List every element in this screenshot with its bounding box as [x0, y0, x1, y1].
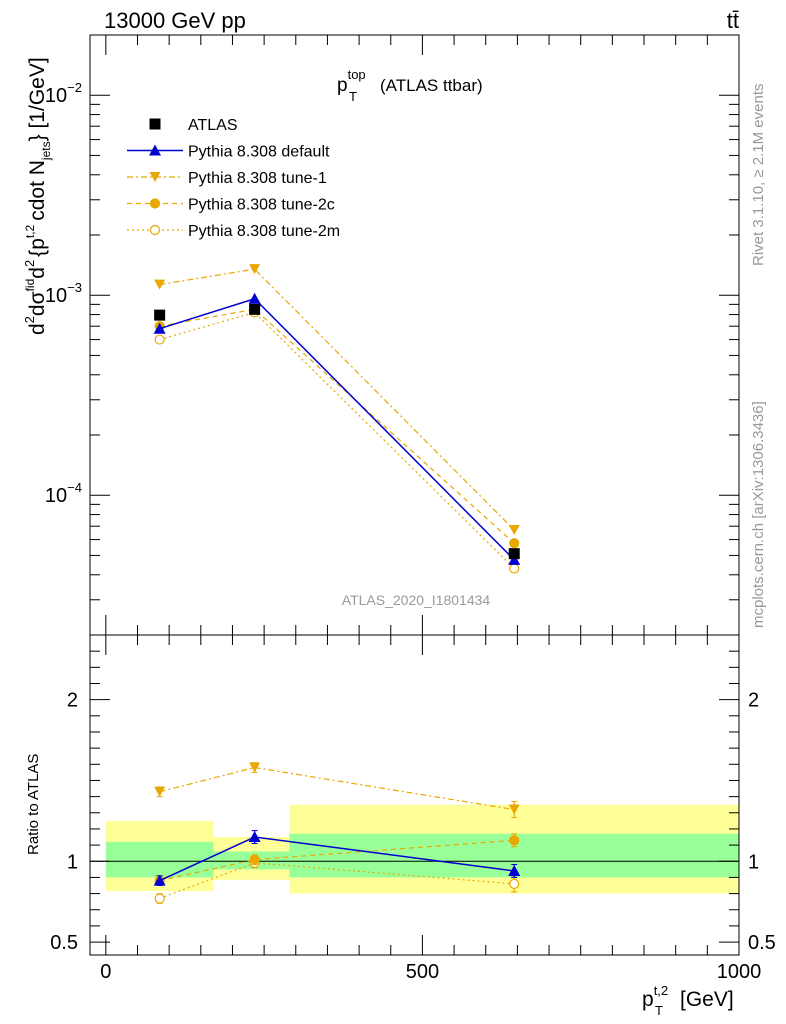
ylabel-sup2: 2 [22, 316, 37, 323]
ylabel-d2: d [26, 304, 49, 316]
xlabel-main: p [642, 988, 654, 1011]
xlabel-sub: T [655, 1003, 663, 1018]
main-axes: 10−2 10−3 10−4 [45, 34, 740, 636]
x-tick-label: 0 [100, 961, 111, 983]
legend-label: Pythia 8.308 tune-2c [188, 197, 335, 214]
data-point-atlas [154, 309, 166, 321]
xlabel-sup: t,2 [654, 983, 668, 998]
data-point-atlas [249, 303, 261, 315]
ratio-y-tick-label-right: 2 [748, 690, 759, 712]
ratio-plot-area [90, 762, 739, 904]
data-point-tune1 [508, 524, 520, 535]
data-point-atlas [508, 548, 520, 560]
svg-text:d2dσfidd2{pt,2cdot Njets} [1/G: d2dσfidd2{pt,2cdot Njets} [1/GeV] [22, 57, 53, 335]
ylabel-jets: jets [39, 141, 53, 161]
ratio-y-axis-title: Ratio to ATLAS [25, 754, 42, 855]
ylabel-sup-t2: t,2 [23, 224, 37, 238]
series-line-tune2c [159, 308, 515, 544]
ratio-y-tick-label-right: 0.5 [748, 932, 776, 954]
data-point-default [153, 322, 166, 334]
legend-marker-tune2c [149, 198, 161, 209]
ratio-point-default [508, 864, 521, 876]
legend-marker-tune2m [149, 224, 161, 236]
ylabel-brace: {p [26, 238, 49, 257]
plot-title: ptop T (ATLAS ttbar) [337, 67, 483, 104]
xlabel-rest: [GeV] [680, 988, 734, 1011]
x-tick-label: 1000 [717, 961, 762, 983]
ratio-axes: 2 2 1 1 0.5 0.5 0 500 1000 [50, 635, 776, 983]
data-point-tune1 [249, 264, 261, 275]
ylabel-sup2b: 2 [22, 260, 37, 267]
ratio-line-tune2c [159, 839, 515, 882]
data-point-default [508, 553, 521, 565]
ratio-point-default [153, 874, 166, 886]
ratio-point-tune2m [509, 878, 520, 889]
ratio-point-tune2c [249, 854, 260, 865]
ratio-point-tune1 [154, 786, 166, 797]
data-point-tune1 [154, 279, 166, 290]
data-point-tune2c [509, 538, 520, 549]
ratio-point-tune2m [154, 893, 165, 904]
legend-marker-atlas [149, 118, 161, 130]
title-rest: (ATLAS ttbar) [380, 76, 483, 95]
ylabel-d: d [26, 323, 49, 335]
ratio-y-tick-label: 2 [67, 690, 78, 712]
data-point-tune2m [154, 334, 165, 345]
legend-label: Pythia 8.308 default [188, 144, 330, 161]
y-tick-label: 10−4 [45, 480, 82, 507]
y-tick-label: 10−3 [45, 280, 82, 307]
ylabel-d3: d [26, 267, 49, 279]
analysis-tag: ATLAS_2020_I1801434 [342, 592, 491, 608]
legend-label: Pythia 8.308 tune-2m [188, 223, 340, 240]
ylabel-cdot: cdot N [26, 160, 49, 221]
ratio-point-tune2c [509, 835, 520, 846]
ratio-point-tune1 [508, 804, 520, 815]
legend: ATLAS Pythia 8.308 default Pythia 8.308 tu… [127, 117, 340, 240]
uncertainty-band-inner [105, 841, 214, 878]
title-sub: T [349, 89, 357, 104]
data-point-default [248, 292, 261, 304]
ylabel-close: } [1/GeV] [26, 57, 49, 141]
main-plot-area [153, 264, 521, 574]
ylabel-sigma: σ [26, 291, 49, 304]
series-line-tune1 [159, 268, 515, 531]
ratio-y-tick-label: 1 [67, 851, 78, 873]
ylabel-fid: fid [23, 279, 37, 292]
x-tick-label: 500 [406, 961, 439, 983]
data-point-tune2m [509, 563, 520, 574]
ratio-line-tune1 [159, 766, 515, 811]
main-panel: 10−2 10−3 10−4 ptop T (ATLAS ttbar) ATLAS Pyt… [22, 34, 740, 636]
title-sup: top [348, 67, 366, 82]
legend-marker-tune1 [149, 172, 161, 182]
y-tick-label: 10−2 [45, 80, 82, 107]
header-right: tt̄ [727, 8, 739, 33]
series-line-tune2m [159, 311, 515, 569]
x-axis-title: pt,2 T [GeV] [642, 983, 734, 1018]
ratio-y-tick-label: 0.5 [50, 932, 78, 954]
ratio-panel: 2 2 1 1 0.5 0.5 0 500 1000 Ratio to ATLAS pt,2 T [… [25, 634, 776, 1018]
legend-label: Pythia 8.308 tune-1 [188, 170, 327, 187]
legend-label: ATLAS [188, 117, 238, 134]
rivet-label: Rivet 3.1.10, ≥ 2.1M events [750, 84, 767, 267]
y-axis-title: d2dσfidd2{pt,2cdot Njets} [1/GeV] [22, 57, 53, 335]
mcplots-label: mcplots.cern.ch [arXiv:1306.3436] [750, 401, 767, 628]
ratio-y-tick-label-right: 1 [748, 851, 759, 873]
ratio-point-default [248, 831, 261, 843]
series-line-default [159, 297, 515, 561]
ratio-point-tune1 [249, 762, 261, 773]
legend-marker-default [149, 144, 161, 156]
title-main: p [337, 75, 348, 96]
header-left: 13000 GeV pp [104, 8, 246, 33]
ratio-panel-frame [89, 634, 740, 956]
